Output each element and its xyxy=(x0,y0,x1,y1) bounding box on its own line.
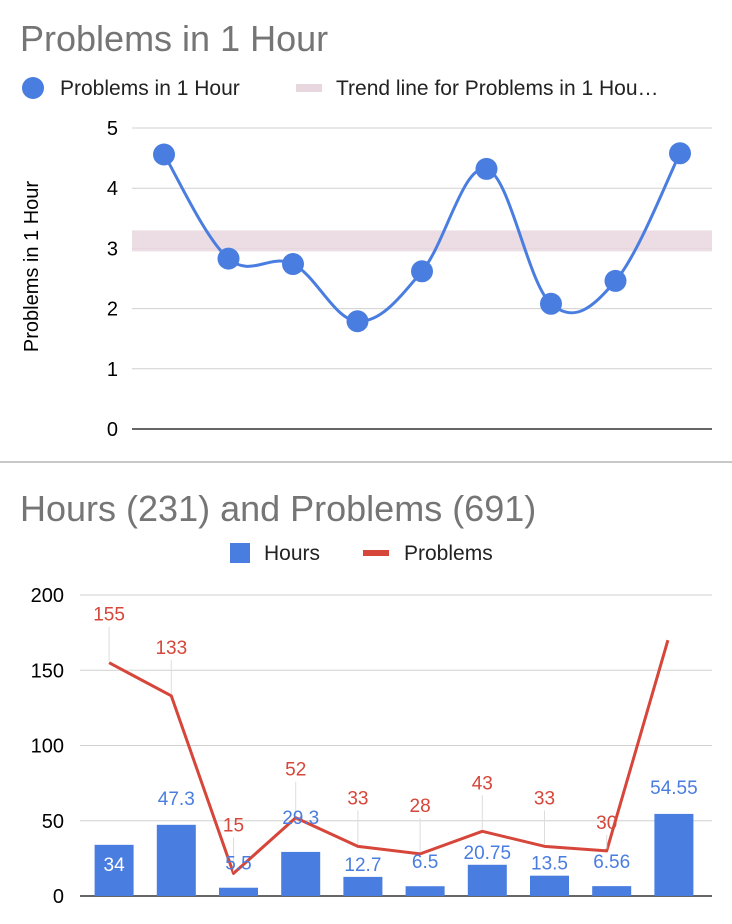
data-point-7 xyxy=(540,292,562,315)
data-point-5 xyxy=(411,260,433,283)
data-point-9 xyxy=(669,142,691,165)
legend-label-problems-in-1-hour: Problems in 1 Hour xyxy=(60,77,240,100)
hours-data-label-9: 6.56 xyxy=(593,852,630,873)
bar-hours-6 xyxy=(405,886,445,896)
problems-data-label-7: 43 xyxy=(472,773,493,794)
bar-hours-2 xyxy=(156,824,196,896)
legend-marker-trendline xyxy=(296,84,322,92)
hours-data-label-5: 12.7 xyxy=(344,855,381,876)
hours-and-problems-plot: Hours Problems 0 50 100 150 200 155 133 15 52 33 28 4… xyxy=(31,542,712,908)
legend-marker-hours xyxy=(230,543,250,563)
hours-data-label-1: 34 xyxy=(104,855,126,876)
y-axis-label: Problems in 1 Hour xyxy=(21,181,43,353)
bar-hours-5 xyxy=(343,876,383,896)
legend-label-hours: Hours xyxy=(264,542,320,565)
legend-marker-problems xyxy=(363,550,389,556)
problems-data-label-4: 52 xyxy=(285,760,306,781)
y-tick-label-50: 50 xyxy=(42,811,64,833)
problems-data-label-8: 33 xyxy=(534,788,555,809)
problems-data-label-5: 33 xyxy=(347,788,368,809)
chart1-title: Problems in 1 Hour xyxy=(20,18,329,59)
data-point-2 xyxy=(217,247,240,270)
series-line-problems xyxy=(108,639,670,875)
hours-data-label-10: 54.55 xyxy=(650,778,698,799)
hours-and-problems-chart: Hours Problems 0 50 100 150 200 155 133 15 52 33 28 4… xyxy=(0,464,732,924)
problems-data-label-9: 30 xyxy=(596,813,617,834)
y-tick-label-3: 3 xyxy=(107,238,118,260)
problems-per-hour-plot: Problems in 1 Hour Trend line for Problem… xyxy=(21,77,712,441)
problems-per-hour-chart: Problems in 1 Hour Trend line for Problem… xyxy=(20,18,712,441)
y-tick-label-2: 2 xyxy=(107,299,118,321)
data-point-1 xyxy=(153,143,175,166)
hours-data-label-3: 5.5 xyxy=(225,854,251,875)
bar-hours-7 xyxy=(467,864,507,896)
bar-hours-1 xyxy=(94,844,134,896)
y-tick-label-4: 4 xyxy=(107,178,118,200)
y-tick-label-0: 0 xyxy=(53,886,64,908)
y-tick-label-1: 1 xyxy=(107,359,118,381)
bar-hours-4 xyxy=(281,851,321,896)
y-tick-label-100: 100 xyxy=(31,736,64,758)
bar-hours-9 xyxy=(592,886,632,896)
y-tick-label-200: 200 xyxy=(31,585,64,607)
problems-data-label-1: 155 xyxy=(93,605,125,626)
legend-label-problems: Problems xyxy=(404,542,493,565)
hours-data-label-2: 47.3 xyxy=(158,789,195,810)
chart-divider xyxy=(0,461,732,463)
problems-data-label-6: 28 xyxy=(410,796,431,817)
problems-data-label-2: 133 xyxy=(155,638,187,659)
bar-hours-8 xyxy=(530,875,569,896)
hours-data-label-4: 29.3 xyxy=(282,808,319,829)
data-point-3 xyxy=(282,253,304,276)
trendline-band xyxy=(132,230,712,252)
bar-hours-3 xyxy=(219,887,258,896)
data-point-8 xyxy=(604,269,627,292)
series-line-problems-in-1-hour xyxy=(162,152,682,323)
legend-label-trendline: Trend line for Problems in 1 Hou… xyxy=(336,77,659,100)
hours-data-label-6: 6.5 xyxy=(412,852,438,873)
y-tick-label-150: 150 xyxy=(31,660,64,682)
legend-marker-problems-in-1-hour xyxy=(22,77,44,99)
data-point-4 xyxy=(346,310,369,333)
y-tick-label-5: 5 xyxy=(107,118,118,140)
problems-data-label-3: 15 xyxy=(223,815,244,836)
hours-data-label-7: 20.75 xyxy=(464,843,512,864)
chart2-title: Hours (231) and Problems (691) xyxy=(20,488,537,529)
y-tick-label-0: 0 xyxy=(107,419,118,441)
data-point-6 xyxy=(475,157,498,180)
hours-data-label-8: 13.5 xyxy=(531,854,568,875)
bar-hours-10 xyxy=(654,813,694,896)
